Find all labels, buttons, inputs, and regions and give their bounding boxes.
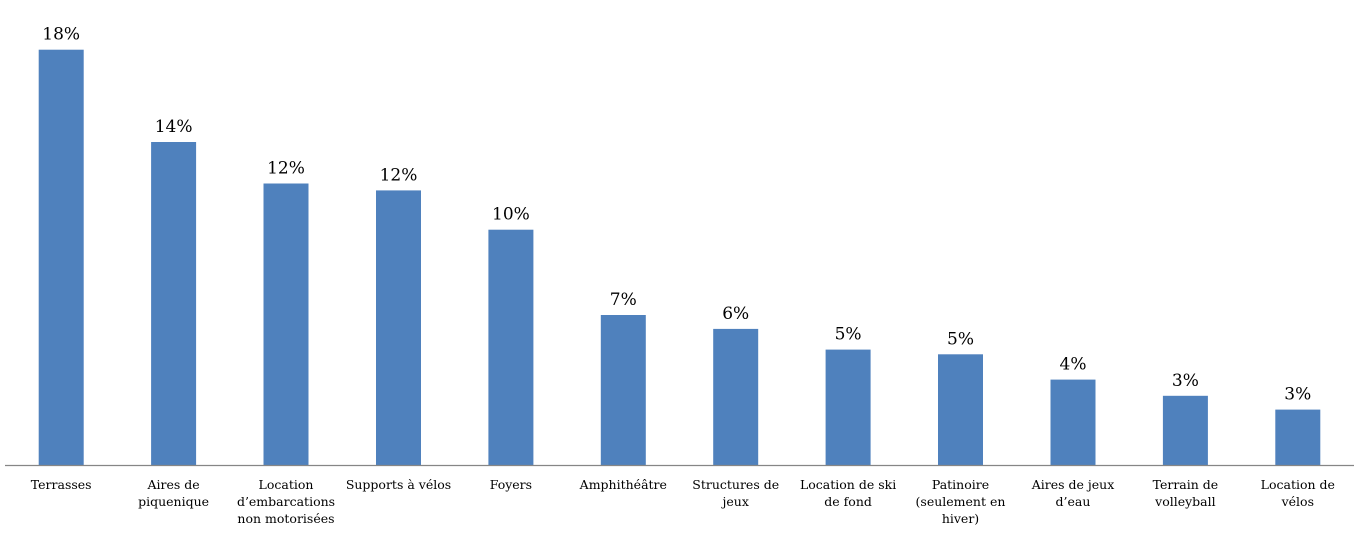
data-label-3: 12% <box>267 159 305 179</box>
category-label-3: Location d’embarcations non motorisées <box>237 477 335 526</box>
category-label-line: Location de ski <box>800 477 896 492</box>
category-label-line: Amphithéâtre <box>579 477 667 492</box>
data-label-9: 5% <box>947 329 974 349</box>
category-label-line: Supports à vélos <box>346 477 451 492</box>
category-label-4: Supports à vélos <box>346 477 451 492</box>
data-label-1: 18% <box>42 25 80 45</box>
category-label-line: Aires de jeux <box>1031 477 1115 492</box>
bar-4 <box>376 190 421 465</box>
category-label-line: d’eau <box>1056 494 1091 509</box>
category-label-7: Structures de jeux <box>692 477 779 509</box>
data-label-10: 4% <box>1060 355 1087 375</box>
category-label-12: Location de vélos <box>1261 477 1335 509</box>
category-label-line: de fond <box>824 494 872 509</box>
category-label-line: Structures de <box>692 477 779 492</box>
category-label-line: volleyball <box>1154 494 1216 509</box>
data-label-12: 3% <box>1284 385 1311 405</box>
bar-6 <box>600 315 646 465</box>
bar-9 <box>938 354 983 466</box>
data-label-8: 5% <box>835 325 862 345</box>
bar-5 <box>488 229 534 465</box>
category-label-line: Terrain de <box>1153 477 1219 492</box>
category-label-line: vélos <box>1281 494 1314 509</box>
category-label-8: Location de ski de fond <box>800 477 896 509</box>
category-label-line: d’embarcations <box>237 494 335 509</box>
category-label-line: Location <box>259 477 314 492</box>
data-label-5: 10% <box>492 205 530 225</box>
bar-1 <box>38 49 84 465</box>
category-label-2: Aires de piquenique <box>138 477 209 509</box>
data-label-11: 3% <box>1172 371 1199 391</box>
bar-8 <box>825 349 871 465</box>
category-label-line: Aires de <box>147 477 200 492</box>
data-label-2: 14% <box>155 117 193 137</box>
category-label-line: non motorisées <box>237 511 334 526</box>
category-label-6: Amphithéâtre <box>579 477 667 492</box>
category-label-9: Patinoire (seulement en hiver) <box>916 477 1006 526</box>
category-label-line: (seulement en <box>916 494 1006 509</box>
data-label-7: 6% <box>722 304 749 324</box>
category-label-line: Patinoire <box>932 477 989 492</box>
category-label-10: Aires de jeux d’eau <box>1031 477 1115 509</box>
category-labels-group: Terrasses Aires de piquenique Location d’emb… <box>31 477 1335 526</box>
category-label-5: Foyers <box>490 477 532 492</box>
data-labels-group: 18% 14% 12% 12% 10% 7% 6% 5% 5% 4% 3% 3% <box>42 25 1311 405</box>
category-label-line: Foyers <box>490 477 532 492</box>
bar-10 <box>1050 379 1096 465</box>
data-label-6: 7% <box>610 290 637 310</box>
category-label-line: Terrasses <box>31 477 92 492</box>
category-label-1: Terrasses <box>31 477 92 492</box>
bar-12 <box>1275 409 1321 465</box>
category-label-line: Location de <box>1261 477 1335 492</box>
data-label-4: 12% <box>380 165 418 185</box>
bar-2 <box>151 142 197 465</box>
bar-11 <box>1162 395 1208 465</box>
category-label-11: Terrain de volleyball <box>1153 477 1219 509</box>
bar-7 <box>713 328 759 465</box>
bar-3 <box>263 183 309 465</box>
bars-group <box>38 49 1321 466</box>
category-label-line: hiver) <box>942 511 979 526</box>
category-label-line: jeux <box>721 494 749 509</box>
category-label-line: piquenique <box>138 494 209 509</box>
